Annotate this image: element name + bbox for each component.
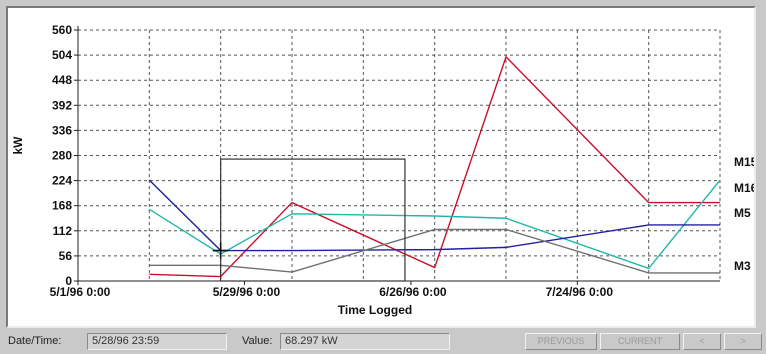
x-tick-label: 5/29/96 0:00: [213, 285, 281, 299]
status-bar: Date/Time: 5/28/96 23:59 Value: 68.297 k…: [0, 330, 766, 354]
y-tick-label: 112: [53, 224, 73, 238]
chart-panel[interactable]: 0 56 112 168 224 280 336 392 448 504 560 5/1/96 0:0…: [6, 6, 756, 328]
y-tick-label: 56: [59, 249, 73, 263]
y-tick-label: 224: [52, 174, 72, 188]
y-tick-label: 0: [65, 274, 72, 288]
y-tick-label: 504: [52, 48, 72, 62]
series-label-m5: M5: [734, 206, 751, 220]
labels: 0 56 112 168 224 280 336 392 448 504 560 5/1/96 0:0…: [11, 23, 754, 317]
y-axis-title: kW: [11, 136, 25, 155]
x-tick-label: 6/26/96 0:00: [379, 285, 447, 299]
selection-box[interactable]: [220, 158, 406, 282]
y-tick-label: 392: [52, 98, 72, 112]
series-label-m16: M16: [734, 181, 754, 195]
series-lines: [148, 55, 721, 278]
datetime-label: Date/Time:: [8, 335, 62, 347]
y-tick-label: 560: [52, 23, 72, 37]
x-tick-label: 7/24/96 0:00: [546, 285, 614, 299]
value-label: Value:: [242, 335, 273, 347]
series-label-m15: M15: [734, 155, 754, 169]
x-tick-label: 5/1/96 0:00: [50, 285, 111, 299]
datetime-field: 5/28/96 23:59: [87, 333, 227, 350]
y-tick-label: 280: [52, 149, 72, 163]
current-button[interactable]: CURRENT: [600, 333, 680, 350]
y-tick-label: 336: [52, 123, 72, 137]
y-tick-label: 168: [52, 199, 72, 213]
x-axis-title: Time Logged: [338, 303, 412, 317]
previous-button[interactable]: PREVIOUS: [525, 333, 597, 350]
grid: [78, 29, 721, 281]
trend-chart[interactable]: 0 56 112 168 224 280 336 392 448 504 560 5/1/96 0:0…: [8, 8, 754, 326]
overlay: [212, 158, 406, 282]
scroll-right-button[interactable]: >: [724, 333, 762, 350]
value-field: 68.297 kW: [280, 333, 450, 350]
y-tick-label: 448: [52, 73, 72, 87]
scroll-left-button[interactable]: <: [683, 333, 721, 350]
series-label-m3: M3: [734, 259, 751, 273]
series-line-m15: [149, 55, 720, 278]
